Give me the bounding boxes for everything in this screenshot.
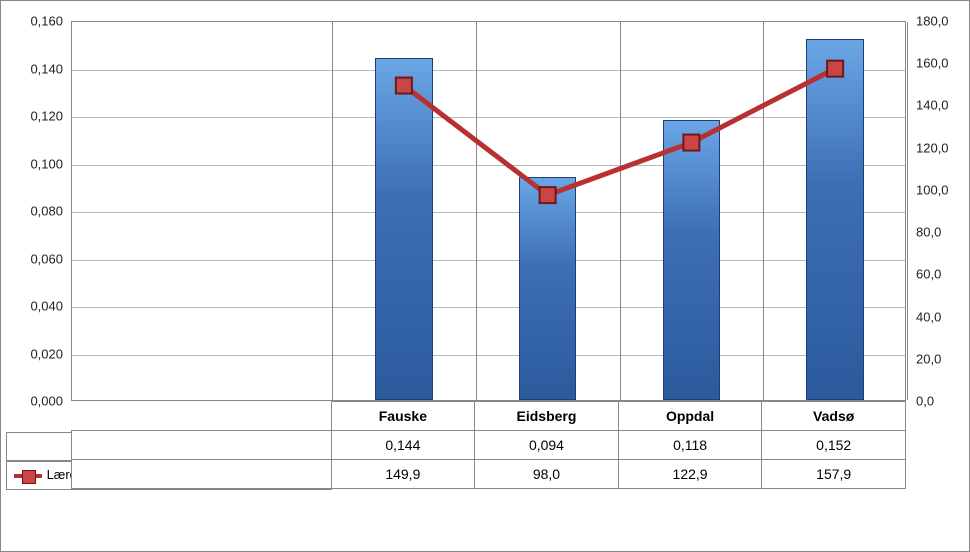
cat-3: Vadsø: [762, 402, 906, 431]
line-val-1: 98,0: [475, 460, 619, 489]
line-val-2: 122,9: [618, 460, 762, 489]
line-legend-icon: [14, 469, 42, 483]
y1-tick: 0,040: [13, 299, 63, 314]
y2-tick: 140,0: [916, 98, 966, 113]
cat-1: Eidsberg: [475, 402, 619, 431]
y1-tick: 0,120: [13, 109, 63, 124]
y1-tick: 0,020: [13, 346, 63, 361]
bar-values-row: 0,144 0,094 0,118 0,152: [72, 431, 906, 460]
line-values-row: 149,9 98,0 122,9 157,9: [72, 460, 906, 489]
data-table: Fauske Eidsberg Oppdal Vadsø 0,144 0,094…: [71, 401, 906, 489]
bar-val-3: 0,152: [762, 431, 906, 460]
cat-0: Fauske: [331, 402, 475, 431]
plot-area: [71, 21, 906, 401]
y1-tick: 0,080: [13, 204, 63, 219]
line-row-label: [72, 460, 332, 489]
y1-tick: 0,000: [13, 394, 63, 409]
y2-tick: 100,0: [916, 182, 966, 197]
bar-val-2: 0,118: [618, 431, 762, 460]
bar-val-0: 0,144: [331, 431, 475, 460]
y1-tick: 0,160: [13, 14, 63, 29]
y2-tick: 80,0: [916, 225, 966, 240]
bar-row-label: [72, 431, 332, 460]
y2-tick: 0,0: [916, 394, 966, 409]
bar-val-1: 0,094: [475, 431, 619, 460]
y1-tick: 0,140: [13, 61, 63, 76]
y2-tick: 180,0: [916, 14, 966, 29]
cat-2: Oppdal: [618, 402, 762, 431]
category-row: Fauske Eidsberg Oppdal Vadsø: [72, 402, 906, 431]
y1-tick: 0,060: [13, 251, 63, 266]
y2-tick: 40,0: [916, 309, 966, 324]
line-val-3: 157,9: [762, 460, 906, 489]
y2-tick: 120,0: [916, 140, 966, 155]
chart-container: Lærerårsverk pr elev Lærerårsverk lik år…: [0, 0, 970, 552]
y1-tick: 0,100: [13, 156, 63, 171]
y2-tick: 20,0: [916, 351, 966, 366]
y2-tick: 60,0: [916, 267, 966, 282]
line-val-0: 149,9: [331, 460, 475, 489]
y2-tick: 160,0: [916, 56, 966, 71]
